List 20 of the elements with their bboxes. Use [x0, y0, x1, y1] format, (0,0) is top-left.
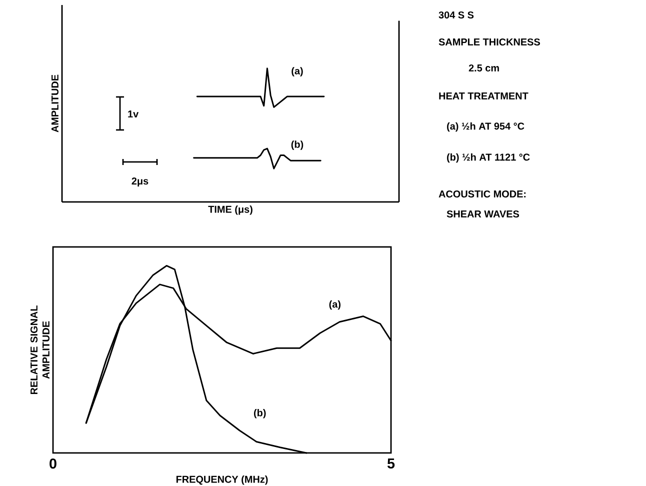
text: HEAT TREATMENT	[439, 92, 528, 100]
x-axis-title: FREQUENCY (MHz)	[176, 476, 268, 485]
text: (a) ½h AT 954 °C	[447, 122, 524, 132]
text: ACOUSTIC MODE:	[438, 190, 526, 198]
series-label: (b)	[291, 140, 304, 150]
x-axis-title: TIME (μs)	[208, 206, 252, 215]
text: 2.5 cm	[468, 64, 499, 72]
text: (b) ½h AT 1121 °C	[447, 153, 530, 163]
annotation: 1v	[128, 110, 139, 118]
text: SAMPLE THICKNESS	[438, 38, 540, 46]
x-tick-label: 5	[387, 458, 395, 469]
series-label: (a)	[329, 300, 340, 310]
y-axis-title: AMPLITUDE	[52, 74, 58, 132]
annotation: 2μs	[132, 178, 148, 186]
series-label: (b)	[254, 409, 266, 418]
text: SHEAR WAVES	[446, 210, 520, 218]
x-tick-label: 0	[50, 458, 56, 469]
text: (a)	[292, 67, 303, 76]
text: 304 S S	[438, 11, 474, 19]
y-axis-title: RELATIVE SIGNAL AMPLITUDE	[30, 306, 50, 394]
